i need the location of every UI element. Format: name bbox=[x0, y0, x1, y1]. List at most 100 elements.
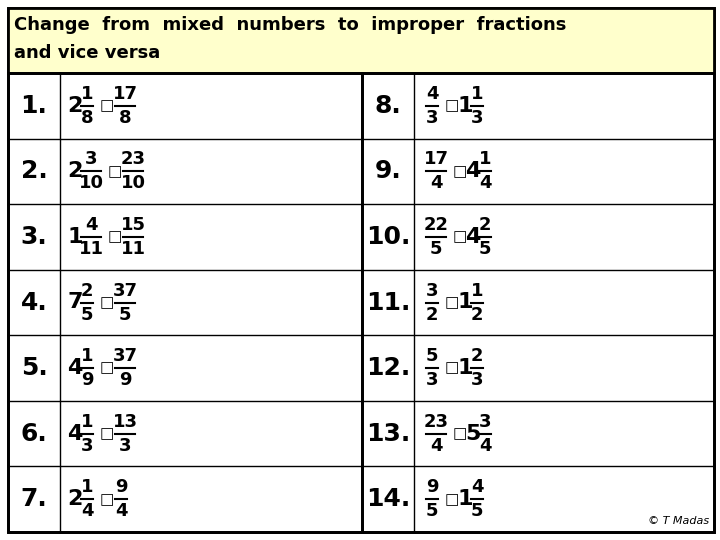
Text: 4: 4 bbox=[479, 437, 491, 455]
Text: 10: 10 bbox=[78, 174, 104, 192]
Text: 9.: 9. bbox=[374, 159, 401, 184]
Text: □: □ bbox=[100, 98, 114, 113]
Text: 6.: 6. bbox=[21, 422, 48, 446]
Text: 23: 23 bbox=[121, 150, 145, 168]
Text: 5: 5 bbox=[471, 502, 483, 520]
Text: 2: 2 bbox=[81, 281, 93, 300]
Text: 11: 11 bbox=[78, 240, 104, 258]
Text: 1: 1 bbox=[457, 293, 473, 313]
Text: 3: 3 bbox=[119, 437, 131, 455]
Text: 5.: 5. bbox=[21, 356, 48, 380]
Text: 1: 1 bbox=[457, 358, 473, 378]
Text: © T Madas: © T Madas bbox=[648, 516, 709, 526]
Bar bbox=[8, 8, 714, 73]
Text: 5: 5 bbox=[430, 240, 442, 258]
Text: 4: 4 bbox=[465, 161, 481, 181]
Text: 3: 3 bbox=[81, 437, 93, 455]
Text: □: □ bbox=[445, 295, 459, 310]
Text: 1: 1 bbox=[81, 478, 93, 496]
Text: 4.: 4. bbox=[21, 291, 48, 314]
Text: 3: 3 bbox=[426, 109, 438, 127]
Text: 5: 5 bbox=[426, 502, 438, 520]
Bar bbox=[8, 8, 714, 73]
Text: 2: 2 bbox=[479, 216, 491, 234]
Text: 9: 9 bbox=[119, 371, 131, 389]
Text: 11.: 11. bbox=[366, 291, 410, 314]
Text: 2: 2 bbox=[471, 347, 483, 365]
Text: 37: 37 bbox=[112, 347, 138, 365]
Text: 4: 4 bbox=[465, 227, 481, 247]
Text: 8.: 8. bbox=[374, 94, 401, 118]
Text: 1: 1 bbox=[81, 85, 93, 103]
Text: □: □ bbox=[100, 492, 114, 507]
Text: 2: 2 bbox=[67, 96, 83, 116]
Text: 2: 2 bbox=[426, 306, 438, 323]
Text: 13: 13 bbox=[112, 413, 138, 430]
Text: □: □ bbox=[453, 230, 467, 245]
Text: 4: 4 bbox=[67, 358, 83, 378]
Text: 8: 8 bbox=[81, 109, 94, 127]
Text: 4: 4 bbox=[471, 478, 483, 496]
Text: 3: 3 bbox=[426, 281, 438, 300]
Text: 1: 1 bbox=[81, 413, 93, 430]
Text: □: □ bbox=[100, 361, 114, 376]
Text: 10: 10 bbox=[121, 174, 145, 192]
Text: 37: 37 bbox=[112, 281, 138, 300]
Text: 3: 3 bbox=[426, 371, 438, 389]
Text: □: □ bbox=[100, 426, 114, 441]
Text: 5: 5 bbox=[426, 347, 438, 365]
Text: 5: 5 bbox=[465, 424, 481, 444]
Text: 10.: 10. bbox=[366, 225, 410, 249]
Text: 1: 1 bbox=[81, 347, 93, 365]
Text: □: □ bbox=[453, 426, 467, 441]
Text: and vice versa: and vice versa bbox=[14, 44, 161, 62]
Text: 1.: 1. bbox=[21, 94, 48, 118]
Text: 5: 5 bbox=[479, 240, 491, 258]
Text: □: □ bbox=[445, 492, 459, 507]
Text: 4: 4 bbox=[85, 216, 97, 234]
Text: 9: 9 bbox=[426, 478, 438, 496]
Text: 3: 3 bbox=[471, 109, 483, 127]
Text: 7: 7 bbox=[67, 293, 83, 313]
Text: 8: 8 bbox=[119, 109, 131, 127]
Text: 4: 4 bbox=[479, 174, 491, 192]
Text: 1: 1 bbox=[471, 281, 483, 300]
Text: □: □ bbox=[100, 295, 114, 310]
Text: 3: 3 bbox=[471, 371, 483, 389]
Text: 1: 1 bbox=[457, 489, 473, 509]
Text: 17: 17 bbox=[112, 85, 138, 103]
Text: 4: 4 bbox=[81, 502, 93, 520]
Text: 3: 3 bbox=[479, 413, 491, 430]
Text: 12.: 12. bbox=[366, 356, 410, 380]
Text: 4: 4 bbox=[114, 502, 127, 520]
Text: 7.: 7. bbox=[21, 487, 48, 511]
Text: □: □ bbox=[453, 164, 467, 179]
Text: □: □ bbox=[108, 230, 122, 245]
Text: 1: 1 bbox=[67, 227, 83, 247]
Text: 17: 17 bbox=[423, 150, 449, 168]
Text: 14.: 14. bbox=[366, 487, 410, 511]
Text: 9: 9 bbox=[114, 478, 127, 496]
Text: 5: 5 bbox=[81, 306, 93, 323]
Text: 3: 3 bbox=[85, 150, 97, 168]
Text: 5: 5 bbox=[119, 306, 131, 323]
Text: 3.: 3. bbox=[21, 225, 48, 249]
Text: □: □ bbox=[445, 361, 459, 376]
Text: 4: 4 bbox=[426, 85, 438, 103]
Text: 11: 11 bbox=[121, 240, 145, 258]
Text: 15: 15 bbox=[121, 216, 145, 234]
Text: 4: 4 bbox=[67, 424, 83, 444]
Text: 1: 1 bbox=[471, 85, 483, 103]
Text: 1: 1 bbox=[479, 150, 491, 168]
Text: Change  from  mixed  numbers  to  improper  fractions: Change from mixed numbers to improper fr… bbox=[14, 16, 567, 34]
Text: 23: 23 bbox=[423, 413, 449, 430]
Text: 4: 4 bbox=[430, 437, 442, 455]
Bar bbox=[8, 73, 362, 532]
Text: 2: 2 bbox=[471, 306, 483, 323]
Text: 2.: 2. bbox=[21, 159, 48, 184]
Text: 22: 22 bbox=[423, 216, 449, 234]
Text: 1: 1 bbox=[457, 96, 473, 116]
Text: 2: 2 bbox=[67, 489, 83, 509]
Text: 4: 4 bbox=[430, 174, 442, 192]
Text: 9: 9 bbox=[81, 371, 93, 389]
